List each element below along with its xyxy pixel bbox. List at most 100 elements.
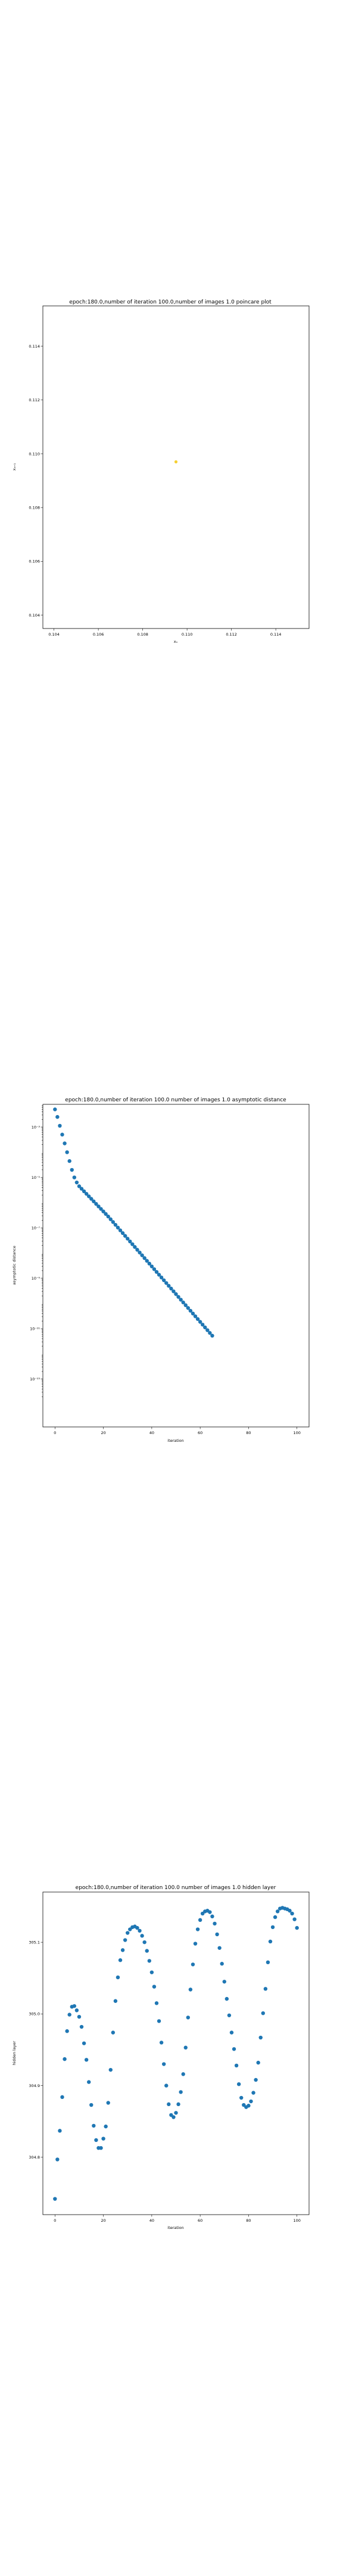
data-point [161,2062,166,2066]
x-tick-label: 0.114 [270,632,282,637]
x-tick-label: 0.112 [226,632,237,637]
plot-frame [42,1104,310,1428]
data-point [135,1247,139,1252]
data-point [72,2004,77,2008]
data-point [79,2024,84,2029]
data-point [292,1917,297,1921]
x-tick-label: 20 [101,2218,105,2223]
data-point [116,1975,120,1980]
data-point [217,1946,222,1950]
data-point [87,2080,91,2084]
data-point [266,1960,270,1965]
data-point [130,1242,135,1246]
data-point [176,2102,180,2107]
data-point [193,1942,198,1946]
data-point [270,1925,275,1930]
y-axis: 0.104 0.106 0.108 0.110 0.112 0.114 [29,344,43,618]
x-tick-label: 0 [54,1431,56,1435]
data-point [172,2115,176,2119]
data-point [172,1289,176,1293]
x-tick-label: 60 [198,2218,202,2223]
x-axis: 0 20 40 60 80 100 [54,2215,301,2223]
data-point [154,1270,159,1274]
data-point [203,1325,207,1330]
data-point [126,1931,130,1935]
data-point [188,1308,193,1313]
data-point [183,1303,188,1308]
data-point [94,1202,98,1206]
data-point [174,460,178,464]
data-point [176,1295,180,1299]
data-point [152,1267,157,1271]
y-axis: 10⁻³ 10⁻⁵ 10⁻⁷ 10⁻⁹ 10⁻¹¹ 10⁻¹³ [30,1106,43,1397]
data-point [118,1228,123,1233]
y-tick-label: 304.8 [29,2155,40,2160]
data-point [213,1921,217,1926]
data-point [58,2129,62,2133]
data-point [77,1184,82,1188]
data-point [53,2197,57,2201]
data-point [99,2145,103,2150]
data-point [101,1209,105,1213]
data-point [84,1191,89,1196]
data-point [164,2083,169,2088]
x-axis: 0.104 0.106 0.108 0.110 0.112 0.114 [48,628,281,637]
data-point [159,1275,164,1280]
y-tick-label: 10⁻³ [32,1125,40,1129]
data-point [181,2072,185,2076]
data-point [224,1996,229,2001]
data-point [183,2045,188,2050]
data-point [191,1311,195,1316]
data-point [55,1114,60,1119]
y-tick-label: 0.108 [29,505,40,510]
data-point [152,1984,157,1989]
data-point [67,1159,71,1163]
y-tick-label: 305.0 [29,2012,40,2017]
data-point [72,1175,77,1179]
data-point [239,2095,244,2100]
x-axis-label: xₙ [174,639,178,644]
data-point [208,1910,212,1914]
data-point [167,1284,171,1288]
x-axis: 0 20 40 60 80 100 [54,1427,301,1435]
y-tick-label: 10⁻⁷ [32,1225,40,1230]
y-tick-label: 10⁻⁹ [32,1276,40,1281]
data-point [99,1207,103,1211]
data-point [120,1948,125,1952]
data-point [222,1980,226,1984]
data-point [106,2101,110,2105]
x-tick-label: 0.110 [182,632,193,637]
data-point [290,1911,294,1916]
data-point [236,2082,241,2086]
data-point [256,2060,260,2065]
y-axis-label: xₙ₊₁ [12,463,17,470]
data-point [232,2047,236,2051]
data-point [251,2091,255,2095]
data-point [159,2041,164,2045]
x-tick-label: 40 [149,2218,154,2223]
y-tick-label: 0.112 [29,398,40,402]
data-point [123,1938,127,1942]
data-point [205,1328,210,1332]
data-point [123,1234,127,1238]
data-point [60,2095,64,2100]
x-axis-label: iteration [167,1438,183,1443]
data-point [138,1928,142,1933]
data-point [261,2011,265,2015]
data-point [92,1199,96,1203]
data-point [195,1317,200,1321]
hidden-layer-chart: epoch:180.0,number of iteration 100.0 nu… [12,1885,310,2230]
data-point [142,1940,146,1945]
data-point [79,1187,84,1191]
y-tick-label: 0.114 [29,344,40,349]
data-point [63,2057,67,2061]
x-tick-label: 40 [149,1431,154,1435]
chart-title: epoch:180.0,number of iteration 100.0 nu… [76,1885,276,1891]
data-point [149,1970,154,1974]
y-tick-label: 0.106 [29,559,40,564]
data-point [167,2102,171,2107]
data-point [145,1949,149,1953]
y-tick-label: 10⁻¹³ [30,1377,40,1382]
data-point [87,1194,91,1199]
x-tick-label: 100 [293,1431,300,1435]
